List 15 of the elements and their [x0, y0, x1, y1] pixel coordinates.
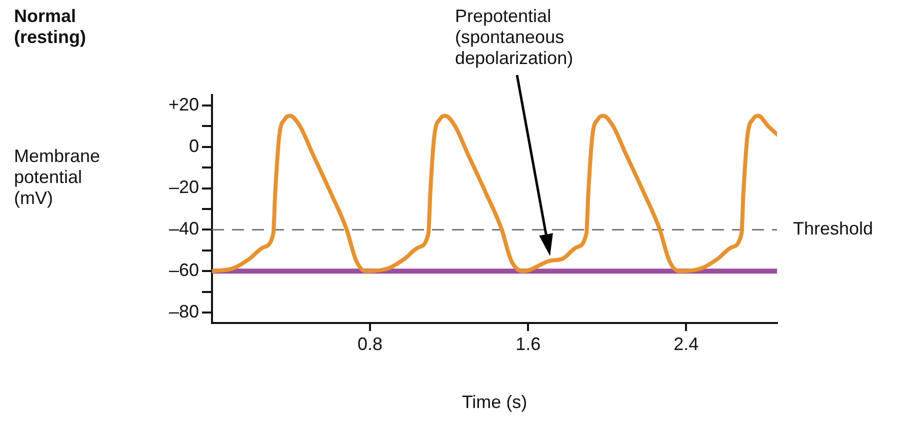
y-axis-title: Membrane potential (mV)	[14, 146, 102, 209]
y-tick-label: –40	[168, 218, 199, 239]
x-tick-label: 0.8	[358, 334, 383, 354]
text: Prepotential (spontaneous depolarization)	[455, 6, 574, 69]
y-tick-label: +20	[168, 94, 199, 114]
ref-line-label: Threshold	[793, 218, 874, 239]
y-tick-label: 0	[188, 136, 199, 156]
line-series	[212, 114, 777, 274]
text: Normal (resting)	[14, 6, 87, 48]
x-tick-label: 1.6	[516, 334, 541, 354]
y-tick-label: –20	[168, 177, 199, 198]
x-tick-label: 2.4	[674, 334, 699, 354]
y-tick-label: –80	[168, 302, 199, 322]
x-axis-title: Time (s)	[462, 392, 528, 412]
y-tick-label: –60	[168, 260, 199, 280]
